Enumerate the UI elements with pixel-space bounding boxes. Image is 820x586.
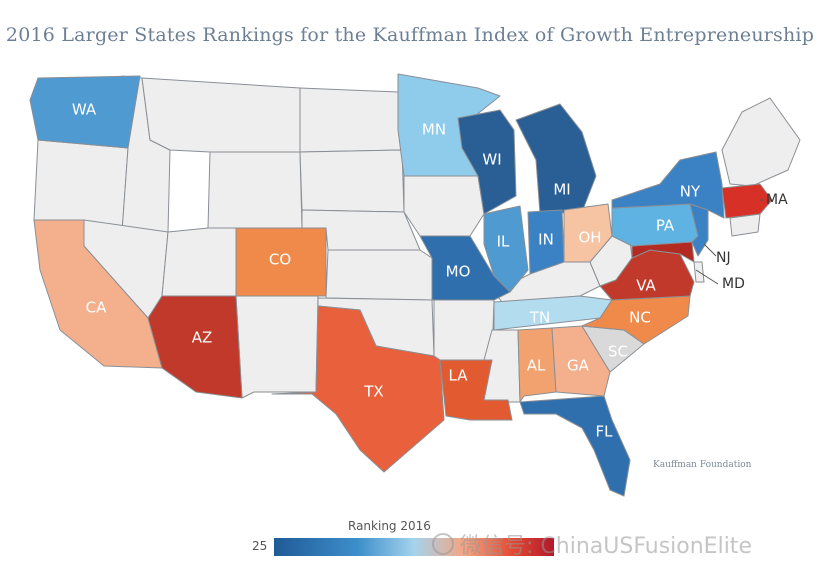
source-credit: Kauffman Foundation bbox=[653, 460, 752, 470]
callout-line-NJ bbox=[703, 243, 717, 257]
map-title: 2016 Larger States Rankings for the Kauf… bbox=[5, 24, 815, 46]
state-GA bbox=[551, 325, 611, 397]
state-new-mexico bbox=[235, 295, 319, 399]
state-LA bbox=[439, 359, 513, 421]
state-OH bbox=[563, 203, 613, 263]
state-oregon bbox=[33, 139, 129, 233]
state-montana bbox=[141, 77, 301, 153]
label-IL: IL bbox=[497, 233, 510, 251]
label-MD: MD bbox=[722, 276, 745, 292]
legend-title: Ranking 2016 bbox=[348, 519, 431, 533]
state-TX bbox=[271, 305, 445, 473]
legend-min-label: 25 bbox=[252, 539, 268, 553]
label-CO: CO bbox=[269, 251, 291, 269]
state-AL bbox=[517, 327, 557, 403]
state-CO bbox=[235, 227, 327, 297]
callout-labels: MA NJ MD bbox=[695, 192, 788, 292]
label-WI: WI bbox=[482, 151, 501, 169]
label-MO: MO bbox=[446, 263, 471, 281]
state-MO bbox=[419, 235, 511, 301]
label-NJ: NJ bbox=[716, 250, 731, 266]
callout-line-MD bbox=[695, 269, 719, 285]
state-labels: WA MN WI MI NY CO IL IN OH PA MO VA CA A… bbox=[72, 101, 701, 441]
label-PA: PA bbox=[656, 217, 675, 235]
label-AZ: AZ bbox=[192, 329, 213, 347]
state-arkansas bbox=[433, 299, 495, 361]
ranked-states bbox=[29, 73, 773, 497]
label-LA: LA bbox=[449, 367, 469, 385]
label-NY: NY bbox=[680, 183, 701, 201]
state-north-dakota bbox=[299, 87, 403, 153]
state-NY bbox=[611, 151, 725, 219]
state-MA bbox=[721, 183, 773, 219]
wechat-icon bbox=[432, 533, 454, 555]
label-TN: TN bbox=[529, 309, 550, 327]
label-IN: IN bbox=[538, 231, 554, 249]
label-OH: OH bbox=[578, 229, 601, 247]
state-utah bbox=[161, 227, 237, 297]
state-south-dakota bbox=[299, 149, 405, 213]
state-wyoming bbox=[207, 151, 303, 229]
state-kansas bbox=[325, 249, 433, 301]
label-SC: SC bbox=[608, 343, 628, 361]
label-TX: TX bbox=[363, 383, 383, 401]
label-MA: MA bbox=[766, 192, 788, 208]
watermark: 微信号: ChinaUSFusionElite bbox=[432, 528, 752, 560]
watermark-text: 微信号: ChinaUSFusionElite bbox=[460, 534, 752, 559]
label-CA: CA bbox=[86, 299, 107, 317]
unranked-states bbox=[33, 75, 801, 403]
state-WI bbox=[457, 109, 517, 215]
state-FL bbox=[519, 395, 631, 497]
state-vermont-nh-maine bbox=[721, 97, 801, 187]
state-AZ bbox=[147, 295, 243, 399]
label-GA: GA bbox=[567, 357, 590, 375]
legend-color-ramp bbox=[274, 538, 554, 556]
state-WA bbox=[29, 75, 141, 149]
label-FL: FL bbox=[596, 423, 614, 441]
label-MI: MI bbox=[553, 181, 570, 199]
label-VA: VA bbox=[636, 277, 656, 295]
label-MN: MN bbox=[422, 121, 446, 139]
label-WA: WA bbox=[72, 101, 97, 119]
label-NC: NC bbox=[629, 309, 651, 327]
state-iowa bbox=[403, 175, 485, 237]
label-AL: AL bbox=[527, 357, 546, 375]
